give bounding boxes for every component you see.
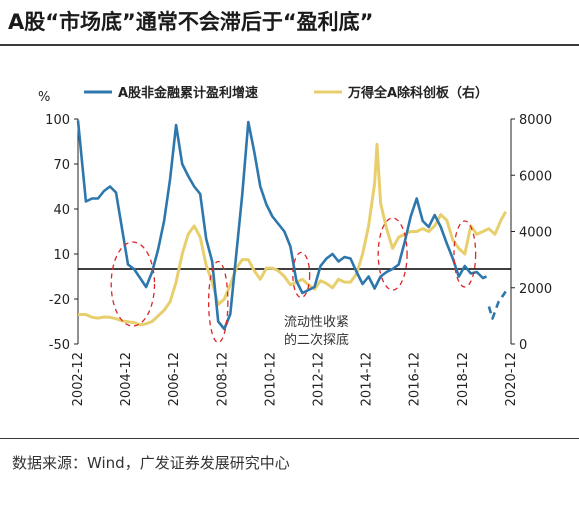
x-tick-label: 2016-12 xyxy=(408,352,423,406)
left-tick-label: 100 xyxy=(45,113,70,128)
x-tick-label: 2004-12 xyxy=(119,352,134,406)
legend: A股非金融累计盈利增速 万得全A除科创板（右） xyxy=(84,85,488,101)
left-tick-label: -50 xyxy=(49,338,70,353)
right-tick-label: 6000 xyxy=(519,169,552,184)
trough-circle xyxy=(377,217,408,291)
legend-label-earnings: A股非金融累计盈利增速 xyxy=(118,85,258,101)
x-tick-label: 2010-12 xyxy=(263,352,278,406)
x-tick-label: 2002-12 xyxy=(71,352,86,406)
top-divider xyxy=(0,44,579,46)
left-axis-unit: % xyxy=(38,90,50,105)
series-line-index xyxy=(78,142,508,327)
trough-circle xyxy=(453,220,477,288)
circle-layer xyxy=(110,217,477,344)
left-tick-label: 40 xyxy=(53,203,70,218)
trough-circle xyxy=(207,260,229,344)
bottom-divider xyxy=(0,438,579,439)
x-tick-label: 2008-12 xyxy=(215,352,230,406)
source-note: 数据来源：Wind，广发证券发展研究中心 xyxy=(12,454,290,472)
series-layer xyxy=(76,120,508,331)
left-tick-label: 70 xyxy=(53,158,70,173)
page-title: A股“市场底”通常不会滞后于“盈利底” xyxy=(8,10,374,34)
trough-circle xyxy=(110,241,156,327)
right-tick-label: 8000 xyxy=(519,113,552,128)
right-tick-label: 2000 xyxy=(519,282,552,297)
x-tick-label: 2006-12 xyxy=(167,352,182,406)
x-tick-label: 2018-12 xyxy=(456,352,471,406)
annotation-line-1: 流动性收紧 xyxy=(284,315,349,330)
series-line-earnings xyxy=(76,120,487,331)
axes-layer: % 100 70 40 10 -20 -50 8000 6000 4000 2000 0 2002-12… xyxy=(38,90,552,406)
x-tick-label: 2014-12 xyxy=(360,352,375,406)
right-tick-label: 0 xyxy=(519,338,527,353)
legend-label-index: 万得全A除科创板（右） xyxy=(347,85,488,101)
trough-circle xyxy=(292,251,311,299)
line-chart: % 100 70 40 10 -20 -50 8000 6000 4000 2000 0 2002-12… xyxy=(38,85,552,406)
right-tick-label: 4000 xyxy=(519,226,552,241)
x-tick-label: 2020-12 xyxy=(504,352,519,406)
left-tick-label: -20 xyxy=(49,293,70,308)
annotation-line-2: 的二次探底 xyxy=(284,332,349,348)
series-line-earnings-dashed xyxy=(487,290,507,320)
x-tick-label: 2012-12 xyxy=(311,352,326,406)
left-tick-label: 10 xyxy=(53,248,70,263)
